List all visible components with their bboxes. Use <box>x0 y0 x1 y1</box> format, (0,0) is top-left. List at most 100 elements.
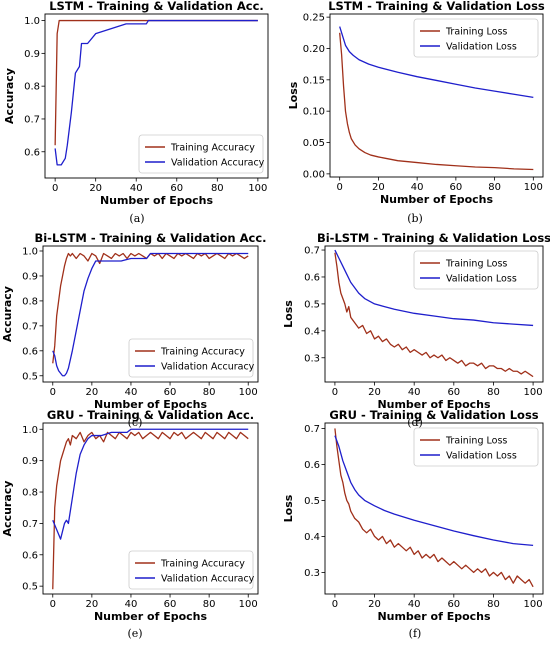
y-tick-label: 1.0 <box>22 425 38 436</box>
y-tick-label: 0.4 <box>304 326 320 337</box>
chart-title: LSTM - Training & Validation Acc. <box>49 0 264 13</box>
x-tick-label: 60 <box>164 387 177 398</box>
chart-title: Bi-LSTM - Training & Validation Loss <box>317 231 550 245</box>
x-axis-label: Number of Epochs <box>377 610 491 623</box>
chart-panel: Bi-LSTM - Training & Validation Loss 0 20 4… <box>282 231 550 429</box>
x-tick-label: 80 <box>487 599 500 610</box>
x-tick-label: 100 <box>524 387 543 398</box>
legend-training-label: Training Loss <box>445 259 507 270</box>
x-axis-label: Number of Epochs <box>94 398 208 411</box>
x-tick-label: 80 <box>487 387 500 398</box>
y-axis-label: Loss <box>282 300 295 328</box>
x-tick-label: 0 <box>50 599 56 610</box>
y-axis-label: Accuracy <box>1 286 14 342</box>
y-tick-label: 0.5 <box>304 496 320 507</box>
legend-box <box>413 18 539 58</box>
y-tick-label: 1.0 <box>24 16 40 27</box>
y-tick-label: 0.6 <box>24 147 40 158</box>
y-axis-label: Accuracy <box>3 68 16 124</box>
chart-panel: Bi-LSTM - Training & Validation Acc. 0 20 4… <box>1 231 267 429</box>
legend-validation-label: Validation Loss <box>446 42 517 53</box>
x-tick-label: 60 <box>447 599 460 610</box>
legend-training-label: Training Accuracy <box>160 559 245 570</box>
y-tick-label: 0.6 <box>22 346 38 357</box>
x-tick-label: 20 <box>368 599 381 610</box>
y-tick-label: 0.00 <box>303 169 325 180</box>
y-tick-label: 0.05 <box>303 138 325 149</box>
panel-caption: (d) <box>407 416 423 429</box>
legend: Training Accuracy Validation Accuracy <box>138 134 265 174</box>
legend-validation-label: Validation Loss <box>446 451 517 462</box>
x-tick-label: 100 <box>524 599 543 610</box>
x-tick-label: 80 <box>488 182 501 193</box>
y-tick-label: 0.6 <box>304 460 320 471</box>
legend-box <box>413 250 539 290</box>
x-tick-label: 20 <box>368 387 381 398</box>
x-tick-label: 40 <box>125 599 138 610</box>
legend: Training Loss Validation Loss <box>413 427 539 467</box>
x-tick-label: 60 <box>449 182 462 193</box>
chart-title: Bi-LSTM - Training & Validation Acc. <box>34 231 266 245</box>
y-tick-label: 0.9 <box>24 49 40 60</box>
y-axis-label: Loss <box>282 494 295 522</box>
panel-caption: (f) <box>409 627 422 640</box>
legend-box <box>128 338 254 378</box>
y-tick-label: 0.10 <box>303 107 325 118</box>
validation-series-line <box>334 435 534 547</box>
validation-series-line <box>54 19 258 166</box>
x-tick-label: 40 <box>125 387 138 398</box>
legend-validation-label: Validation Accuracy <box>171 158 265 169</box>
legend: Training Loss Validation Loss <box>413 250 539 290</box>
x-tick-label: 100 <box>248 183 267 194</box>
x-tick-label: 100 <box>239 387 258 398</box>
legend-validation-label: Validation Accuracy <box>161 574 255 585</box>
x-tick-label: 60 <box>164 599 177 610</box>
legend-box <box>138 134 264 174</box>
x-tick-label: 0 <box>336 182 342 193</box>
legend-box <box>128 550 254 590</box>
x-axis-label: Number of Epochs <box>377 398 491 411</box>
legend-validation-label: Validation Loss <box>446 274 517 285</box>
legend: Training Accuracy Validation Accuracy <box>128 338 255 378</box>
y-tick-label: 0.8 <box>24 82 40 93</box>
x-tick-label: 20 <box>85 387 98 398</box>
y-tick-label: 0.4 <box>304 532 320 543</box>
x-tick-label: 80 <box>203 387 216 398</box>
x-tick-label: 60 <box>447 387 460 398</box>
x-tick-label: 20 <box>85 599 98 610</box>
plot-frame <box>42 422 259 595</box>
y-tick-label: 0.7 <box>22 519 38 530</box>
y-tick-label: 0.9 <box>22 456 38 467</box>
training-series-line <box>339 32 534 171</box>
legend: Training Accuracy Validation Accuracy <box>128 550 255 590</box>
chart-title: GRU - Training & Validation Loss <box>329 408 538 422</box>
y-tick-label: 0.8 <box>22 488 38 499</box>
x-axis-label: Number of Epochs <box>94 610 208 623</box>
x-tick-label: 20 <box>89 183 102 194</box>
chart-title: LSTM - Training & Validation Loss <box>328 0 545 13</box>
y-tick-label: 0.9 <box>22 271 38 282</box>
plot-frame <box>329 13 544 178</box>
validation-series-line <box>339 26 534 99</box>
x-tick-label: 60 <box>170 183 183 194</box>
chart-panel: GRU - Training & Validation Loss 0 20 40 60 8… <box>282 408 544 640</box>
plot-frame <box>44 13 269 179</box>
legend-training-label: Training Loss <box>445 436 507 447</box>
y-tick-label: 0.6 <box>22 550 38 561</box>
y-tick-label: 0.5 <box>22 371 38 382</box>
y-axis-label: Loss <box>287 81 300 109</box>
validation-series-line <box>334 249 534 327</box>
y-tick-label: 0.5 <box>22 582 38 593</box>
y-axis-label: Accuracy <box>1 481 14 537</box>
chart-title: GRU - Training & Validation Acc. <box>47 408 254 422</box>
x-axis-label: Number of Epochs <box>380 193 494 206</box>
y-tick-label: 0.3 <box>304 568 320 579</box>
y-tick-label: 0.7 <box>22 321 38 332</box>
chart-panel: GRU - Training & Validation Acc. 0 20 40 60 8… <box>1 408 259 640</box>
legend-validation-label: Validation Accuracy <box>161 362 255 373</box>
legend-training-label: Training Accuracy <box>160 347 245 358</box>
legend-training-label: Training Accuracy <box>170 143 255 154</box>
training-series-line <box>52 431 249 590</box>
x-tick-label: 0 <box>332 599 338 610</box>
